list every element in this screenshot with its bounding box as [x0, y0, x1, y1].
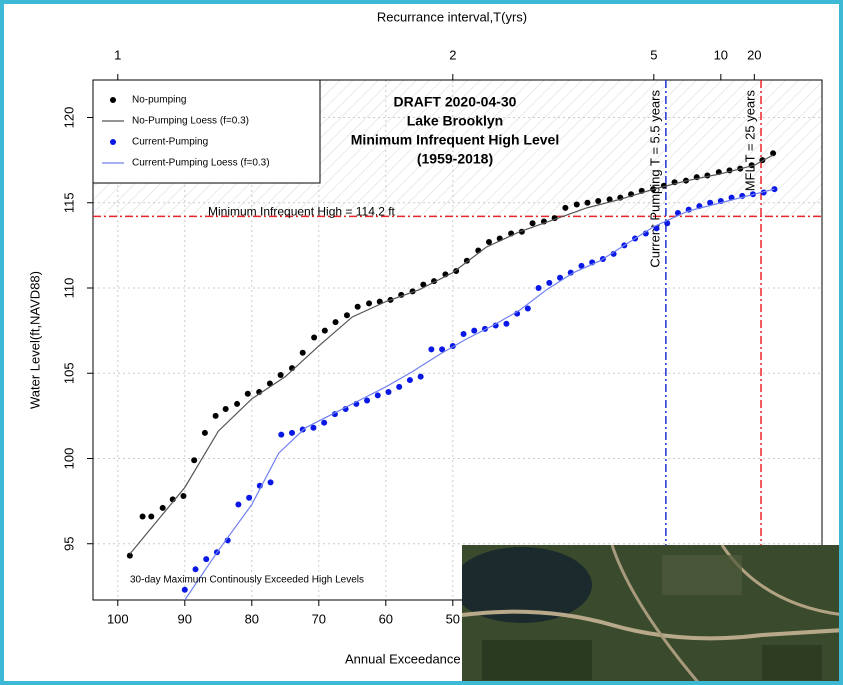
data-point [234, 401, 240, 407]
data-point [245, 391, 251, 397]
note: 30-day Maximum Continously Exceeded High… [130, 575, 364, 586]
data-point [530, 220, 536, 226]
chart-title: DRAFT 2020-04-30 [394, 94, 517, 110]
x-tick-label: 60 [379, 611, 393, 626]
data-point [418, 374, 424, 380]
data-point [562, 205, 568, 211]
data-point [289, 430, 295, 436]
data-point [344, 312, 350, 318]
reference-label: MFL T = 25 years [742, 90, 757, 192]
data-point [595, 198, 601, 204]
data-point [486, 239, 492, 245]
x-tick-label: 90 [178, 611, 192, 626]
data-point [311, 334, 317, 340]
y-tick-label: 115 [61, 192, 76, 213]
data-point [246, 495, 252, 501]
data-point [203, 556, 209, 562]
x-tick-label: 80 [245, 611, 259, 626]
data-point [333, 319, 339, 325]
reference-label: Minimum Infrequent High = 114.2 ft [208, 205, 396, 219]
chart-title: (1959-2018) [417, 151, 493, 167]
y-tick-label: 120 [61, 107, 76, 129]
data-point [213, 413, 219, 419]
data-point [407, 377, 413, 383]
data-point [461, 331, 467, 337]
data-point [310, 425, 316, 431]
data-point [321, 420, 327, 426]
data-point [160, 505, 166, 511]
aerial-photo [462, 545, 843, 685]
data-point [375, 392, 381, 398]
y-tick-label: 105 [61, 362, 76, 384]
data-point [385, 389, 391, 395]
y-tick-label: 95 [61, 537, 76, 551]
data-point [322, 328, 328, 334]
data-point [584, 200, 590, 206]
y-tick-label: 110 [61, 278, 76, 299]
data-point [180, 493, 186, 499]
data-point [182, 587, 188, 593]
top-tick-label: 20 [747, 47, 761, 62]
reference-label: Current Pumping T = 5.5 years [647, 90, 662, 268]
data-point [202, 430, 208, 436]
data-point [140, 513, 146, 519]
top-tick-label: 2 [449, 47, 456, 62]
x-tick-label: 50 [446, 611, 460, 626]
x-axis-title: Annual Exceedance [345, 651, 461, 666]
top-tick-label: 5 [650, 47, 657, 62]
x-tick-label: 70 [312, 611, 326, 626]
data-point [471, 328, 477, 334]
legend-label: Current-Pumping Loess (f=0.3) [132, 158, 270, 169]
top-tick-label: 10 [714, 47, 728, 62]
data-point [366, 300, 372, 306]
y-tick-label: 100 [61, 448, 76, 470]
data-point [193, 566, 199, 572]
data-point [268, 479, 274, 485]
legend-label: No-pumping [132, 95, 186, 106]
data-point [223, 406, 229, 412]
data-point [278, 432, 284, 438]
data-point [355, 304, 361, 310]
legend-swatch [110, 139, 116, 145]
data-point [191, 457, 197, 463]
legend-label: Current-Pumping [132, 137, 208, 148]
data-point [278, 372, 284, 378]
data-point [148, 513, 154, 519]
chart-title: Lake Brooklyn [407, 113, 503, 129]
data-point [574, 201, 580, 207]
data-point [235, 502, 241, 508]
x-tick-label: 100 [107, 611, 129, 626]
chart-title: Minimum Infrequent High Level [351, 132, 559, 148]
data-point [546, 280, 552, 286]
top-tick-label: 1 [114, 47, 121, 62]
top-axis-title: Recurrance interval,T(yrs) [377, 9, 527, 24]
y-axis-title: Water Level(ft,NAVD88) [27, 271, 42, 409]
screenshot: Recurrance interval,T(yrs) Water Level(f… [0, 0, 843, 685]
legend-label: No-Pumping Loess (f=0.3) [132, 116, 249, 127]
data-point [396, 384, 402, 390]
data-point [364, 398, 370, 404]
data-point [503, 321, 509, 327]
data-point [536, 285, 542, 291]
legend-swatch [110, 97, 116, 103]
data-point [428, 346, 434, 352]
data-point [300, 350, 306, 356]
